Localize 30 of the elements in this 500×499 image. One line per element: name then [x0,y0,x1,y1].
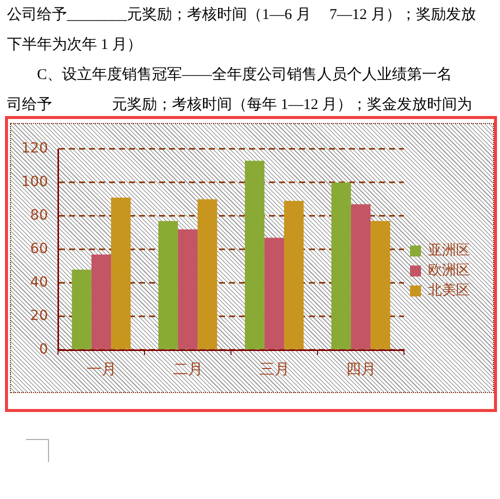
text: C、设立年度销售冠军——全年度公司销售人员个人业绩第一名 [36,65,452,85]
legend-label: 亚洲区 [428,242,470,259]
x-tick-label: 三月 [259,360,290,378]
x-tick-label: 二月 [172,360,203,378]
bar [350,204,371,350]
bar [284,200,304,350]
text: 下半年为次年 1 月） [7,36,142,55]
x-tick-label: 一月 [86,360,116,378]
legend-label: 欧洲区 [428,262,470,279]
bar [72,270,92,350]
y-tick-label: 20 [30,308,48,324]
bar [111,198,131,350]
bar [370,221,390,350]
bar [158,221,178,350]
text: 公司给予________元奖励；考核时间（1—6 月 7—12 月）；奖励发放 [7,6,476,25]
y-tick-label: 40 [30,274,48,291]
bar [264,238,284,350]
bar [244,160,264,350]
text: 司给予 元奖励；考核时间（每年 1—12 月）；奖金发放时间为 [7,96,472,115]
y-tick-label: 120 [21,140,48,157]
y-tick-label: 0 [39,342,48,358]
y-tick-label: 100 [21,174,48,190]
bar [331,182,351,350]
legend-label: 北美区 [428,282,470,299]
y-tick-label: 60 [30,241,48,258]
bar [178,229,198,350]
y-tick-label: 80 [30,208,48,224]
x-tick-label: 四月 [346,360,376,378]
bar [198,199,218,350]
bar [91,254,112,350]
